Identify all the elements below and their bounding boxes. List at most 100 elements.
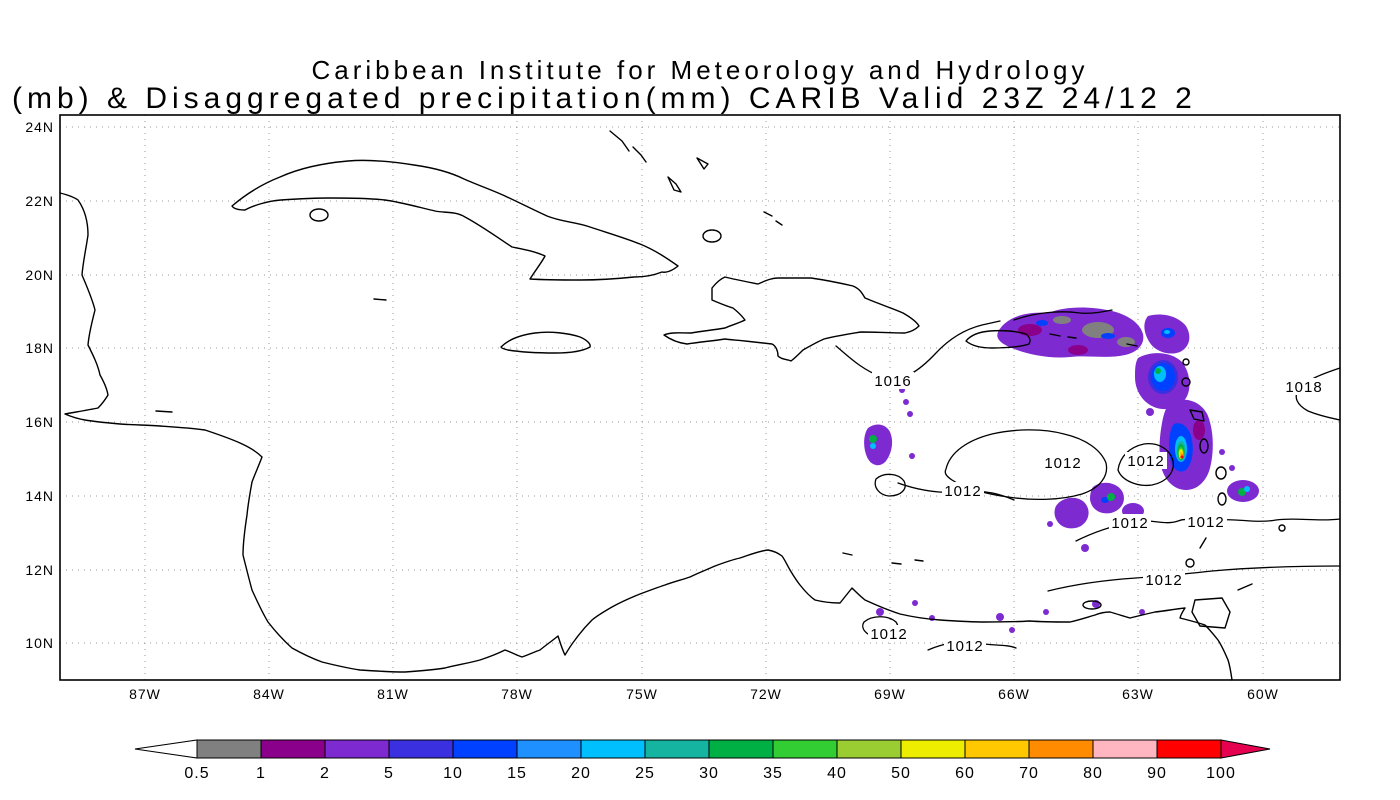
contour-label-bg xyxy=(868,625,910,642)
precip-patch xyxy=(909,453,915,459)
colorbar-segment xyxy=(964,739,1030,759)
colorbar-tick-label: 90 xyxy=(1147,765,1167,782)
contour-label-bg xyxy=(944,637,986,654)
y-tick-label: 18N xyxy=(25,340,54,356)
colorbar-segment xyxy=(1092,739,1158,759)
coastline-hispaniola xyxy=(663,276,920,362)
coastline-bahamas xyxy=(667,176,682,193)
contour-label-bg xyxy=(1109,514,1151,531)
coastline-great-inagua xyxy=(702,229,722,243)
colorbar-segment xyxy=(708,739,774,759)
y-axis-labels: 24N 22N 20N 18N 16N 14N 12N 10N xyxy=(25,119,54,651)
coastline-bay-islands xyxy=(155,410,173,413)
contour-label-bg xyxy=(1125,452,1167,469)
coastline-isla-juventud xyxy=(309,208,329,222)
precip-patch xyxy=(1238,488,1246,496)
colorbar-segment xyxy=(836,739,902,759)
contour-label: 1012 xyxy=(946,638,983,655)
colorbar-tick-label: 30 xyxy=(699,765,719,782)
coastline-antigua xyxy=(1181,377,1191,387)
colorbar: 0.5 1 2 5 10 15 20 25 30 35 40 50 60 70 80 90 100 xyxy=(134,739,1271,782)
coastline-virgin-islands xyxy=(1049,333,1061,337)
precip-patch xyxy=(1053,316,1071,324)
coastline-turks xyxy=(763,211,773,217)
colorbar-tick-label: 40 xyxy=(827,765,847,782)
y-tick-label: 14N xyxy=(25,488,54,504)
colorbar-tick-label: 2 xyxy=(320,765,330,782)
precip-patch xyxy=(907,411,913,417)
coastline-cayman xyxy=(373,298,387,301)
colorbar-segment xyxy=(644,739,710,759)
coastline-st-lucia xyxy=(1217,492,1227,506)
coastline-barbuda xyxy=(1182,358,1190,366)
precip-patch xyxy=(1107,493,1115,501)
precip-patch xyxy=(1043,609,1049,615)
colorbar-tick-label: 35 xyxy=(763,765,783,782)
coastline-grenadines xyxy=(1199,537,1207,549)
x-tick-label: 78W xyxy=(501,686,533,702)
coastline-bonaire xyxy=(914,559,924,562)
x-tick-label: 69W xyxy=(874,686,906,702)
colorbar-segment xyxy=(516,739,582,759)
contour-label-bg xyxy=(872,372,914,389)
colorbar-segment xyxy=(196,739,262,759)
x-tick-label: 75W xyxy=(626,686,658,702)
coastline-curacao xyxy=(891,562,902,565)
colorbar-segment xyxy=(452,739,518,759)
precip-patch xyxy=(1219,449,1225,455)
y-tick-label: 20N xyxy=(25,267,54,283)
x-tick-label: 72W xyxy=(750,686,782,702)
y-tick-label: 16N xyxy=(25,414,54,430)
precip-patch xyxy=(1036,320,1048,326)
precip-patch xyxy=(1018,324,1042,336)
coastline-margarita xyxy=(1082,600,1102,610)
colorbar-tick-label: 0.5 xyxy=(184,765,209,782)
coastline-trinidad xyxy=(1191,597,1231,629)
contour-label: 1012 xyxy=(1145,572,1182,589)
precip-patch xyxy=(870,443,876,449)
y-tick-label: 12N xyxy=(25,562,54,578)
colorbar-segment xyxy=(900,739,966,759)
contour-label: 1018 xyxy=(1285,379,1322,396)
contour-label: 1012 xyxy=(1044,455,1081,472)
coastline-tobago xyxy=(1237,583,1253,591)
precip-patch xyxy=(1154,366,1166,382)
y-tick-label: 22N xyxy=(25,193,54,209)
precip-patch xyxy=(864,424,893,466)
coastline-puerto-rico xyxy=(965,329,1031,349)
pressure-contours xyxy=(835,309,1341,651)
gridlines xyxy=(60,115,1340,680)
contour-1012 xyxy=(1117,443,1174,487)
colorbar-right-arrow xyxy=(1220,739,1271,759)
precipitation-shading xyxy=(864,307,1259,633)
colorbar-segment xyxy=(1028,739,1094,759)
precip-patch xyxy=(997,307,1144,358)
coastline-virgin-islands xyxy=(1067,336,1077,339)
coastline-aruba xyxy=(842,552,853,556)
y-tick-label: 10N xyxy=(25,635,54,651)
map-border xyxy=(59,114,1341,681)
precip-patch xyxy=(876,608,884,616)
precip-patch xyxy=(1068,345,1088,355)
colorbar-segment xyxy=(580,739,646,759)
precip-patch xyxy=(1081,544,1089,552)
contour-label-bg xyxy=(1042,454,1084,471)
coastline-caicos xyxy=(775,220,783,226)
coastline-st-martin xyxy=(1126,343,1138,347)
coastlines xyxy=(59,130,1286,681)
precip-patch xyxy=(1139,609,1145,615)
precip-patch xyxy=(903,399,909,405)
precip-patch xyxy=(1009,627,1015,633)
coastline-bahamas xyxy=(696,157,709,170)
contour-label-bg xyxy=(1283,378,1325,395)
precip-patch xyxy=(1180,455,1184,459)
coastline-mainland xyxy=(59,192,1233,681)
precip-patch xyxy=(869,435,877,443)
precip-patch xyxy=(1101,333,1115,339)
colorbar-tick-label: 20 xyxy=(571,765,591,782)
precip-patch xyxy=(912,600,918,606)
precip-patch xyxy=(1146,408,1154,416)
colorbar-tick-label: 60 xyxy=(955,765,975,782)
colorbar-tick-label: 50 xyxy=(891,765,911,782)
